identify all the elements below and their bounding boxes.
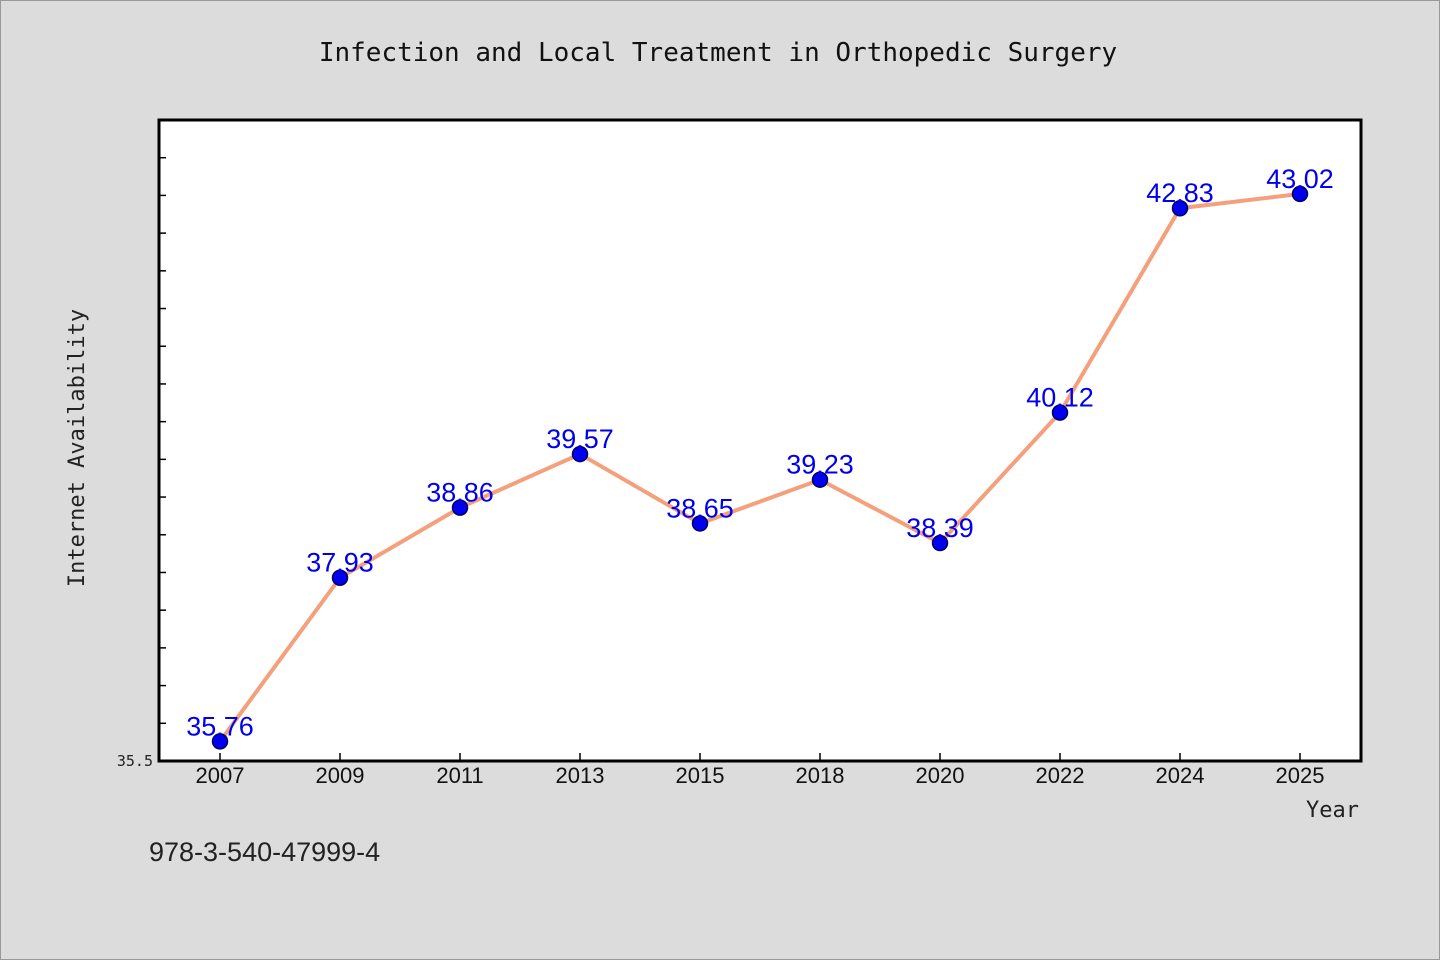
x-tick-label: 2015 bbox=[676, 763, 725, 788]
data-labels: 35.76 37.93 38.86 39.57 38.65 39.23 38.39 40.12… bbox=[186, 164, 1334, 741]
x-tick-label: 2020 bbox=[916, 763, 965, 788]
y-tick-label: 35.5 bbox=[117, 752, 153, 770]
data-label: 38.39 bbox=[906, 513, 974, 543]
x-tick-label: 2013 bbox=[556, 763, 605, 788]
data-point-marker bbox=[1291, 185, 1309, 203]
plot-area bbox=[157, 118, 1363, 763]
series-line bbox=[218, 191, 1302, 744]
data-point-marker bbox=[811, 471, 829, 488]
footnote-text: 978-3-540-47999-4 bbox=[149, 837, 380, 867]
data-label: 43.02 bbox=[1266, 164, 1334, 194]
x-axis-ticks bbox=[219, 753, 1301, 761]
data-label: 35.76 bbox=[186, 711, 254, 741]
data-label: 38.65 bbox=[666, 493, 734, 523]
x-tick-label: 2007 bbox=[196, 763, 245, 788]
x-tick-label: 2011 bbox=[436, 763, 483, 788]
x-tick-label: 2024 bbox=[1156, 763, 1205, 788]
data-label: 42.83 bbox=[1146, 178, 1214, 208]
data-point-marker bbox=[211, 733, 229, 750]
data-points bbox=[211, 185, 1309, 750]
data-label: 38.86 bbox=[426, 478, 494, 508]
data-point-marker bbox=[451, 499, 469, 516]
data-point-marker bbox=[331, 569, 349, 586]
data-point-marker bbox=[1171, 199, 1189, 217]
data-point-marker bbox=[571, 445, 589, 463]
data-label: 39.57 bbox=[546, 424, 614, 454]
x-tick-label: 2009 bbox=[316, 763, 365, 788]
x-axis-label: Year bbox=[1306, 798, 1359, 823]
y-axis-ticks bbox=[159, 119, 166, 762]
x-tick-label: 2022 bbox=[1036, 763, 1085, 788]
x-tick-label: 2018 bbox=[796, 763, 845, 788]
x-tick-label: 2025 bbox=[1276, 763, 1325, 788]
data-label: 39.23 bbox=[786, 450, 854, 480]
y-axis-label: Internet Availability bbox=[65, 309, 90, 587]
data-point-marker bbox=[931, 534, 949, 552]
data-label: 40.12 bbox=[1026, 383, 1094, 413]
data-label: 37.93 bbox=[306, 548, 374, 578]
data-point-marker bbox=[1051, 404, 1069, 421]
x-axis-tick-labels: 2007 2009 2011 2013 2015 2018 2020 2022 2024 2025 bbox=[196, 763, 1325, 788]
data-point-marker bbox=[691, 515, 709, 532]
chart-title: Infection and Local Treatment in Orthope… bbox=[319, 38, 1117, 68]
